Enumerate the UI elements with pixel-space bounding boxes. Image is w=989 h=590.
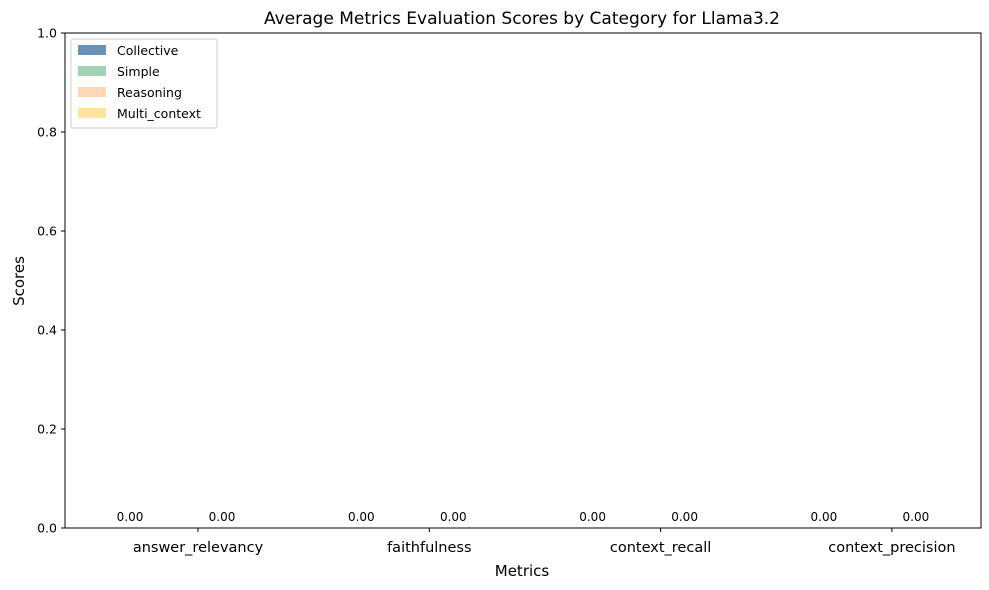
data-label: 0.00 <box>579 510 606 524</box>
y-axis-label: Scores <box>10 256 28 306</box>
legend: Collective Simple Reasoning Multi_context <box>70 38 218 129</box>
y-tick-label: 0.0 <box>37 521 57 536</box>
y-tick-label: 0.6 <box>37 224 57 239</box>
data-label: 0.00 <box>440 510 467 524</box>
legend-box <box>70 38 218 129</box>
legend-items: Collective Simple Reasoning Multi_context <box>78 43 201 121</box>
data-label: 0.00 <box>117 510 144 524</box>
legend-swatch <box>78 66 106 76</box>
y-tick-label: 0.2 <box>37 422 57 437</box>
data-label: 0.00 <box>348 510 375 524</box>
plot-area: 0.0 0.2 0.4 0.6 0.8 1.0 answer_relevancy faith… <box>37 26 982 556</box>
x-axis: answer_relevancy faithfulness context_reca… <box>133 528 956 556</box>
legend-label: Collective <box>117 43 179 58</box>
legend-swatch <box>78 87 106 97</box>
x-tick-label: context_recall <box>610 540 711 556</box>
legend-label: Simple <box>117 64 160 79</box>
data-label: 0.00 <box>671 510 698 524</box>
y-tick-label: 1.0 <box>37 26 57 41</box>
legend-label: Reasoning <box>117 85 182 100</box>
y-tick-label: 0.8 <box>37 125 57 140</box>
data-labels: 0.00 0.00 0.00 0.00 0.00 0.00 0.00 0.00 <box>117 510 930 524</box>
legend-swatch <box>78 108 106 118</box>
chart-title: Average Metrics Evaluation Scores by Cat… <box>264 9 780 29</box>
data-label: 0.00 <box>209 510 236 524</box>
legend-swatch <box>78 45 106 55</box>
x-axis-label: Metrics <box>495 562 550 580</box>
legend-label: Multi_context <box>117 106 201 121</box>
y-axis: 0.0 0.2 0.4 0.6 0.8 1.0 <box>37 26 65 536</box>
data-label: 0.00 <box>811 510 838 524</box>
plot-frame <box>64 32 982 529</box>
data-label: 0.00 <box>903 510 930 524</box>
x-tick-label: faithfulness <box>387 540 471 556</box>
y-tick-label: 0.4 <box>37 323 57 338</box>
x-tick-label: answer_relevancy <box>133 540 264 556</box>
x-tick-label: context_precision <box>828 540 955 556</box>
